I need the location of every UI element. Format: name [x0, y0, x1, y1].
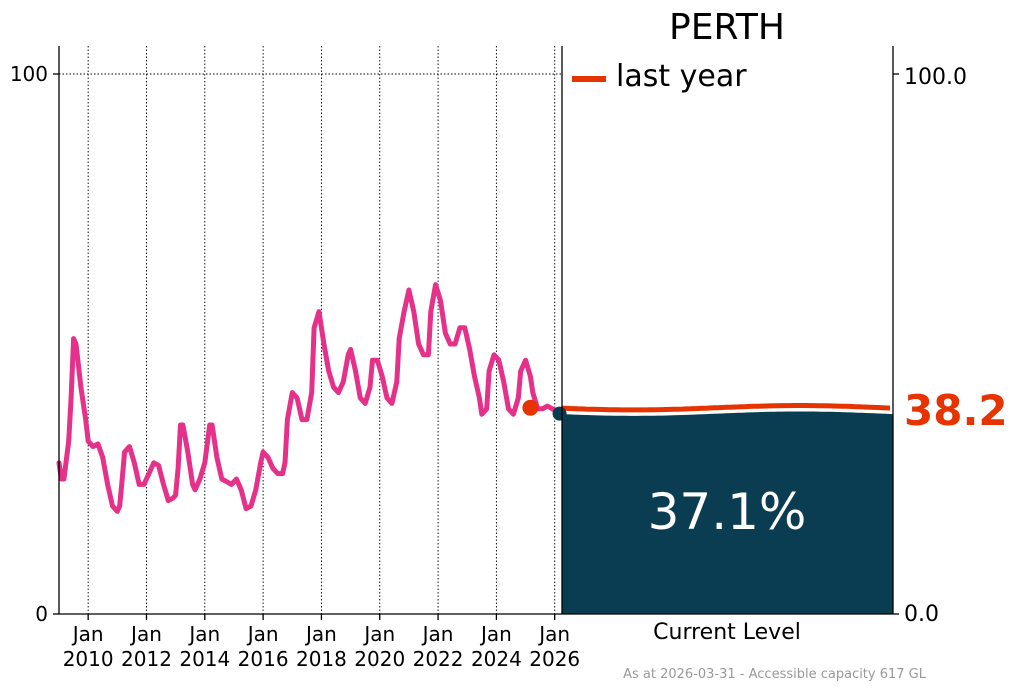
x-tick-label-6-line2: 2022 [413, 647, 464, 671]
gauge-xlabel: Current Level [653, 620, 801, 645]
last-year-level-line [561, 403, 891, 413]
x-tick-label-1-line2: 2012 [121, 647, 172, 671]
last-year-value-label: 38.2 [904, 386, 1008, 435]
x-tick-label-5-line2: 2020 [354, 647, 405, 671]
gridlines [59, 46, 562, 614]
right-y-tick-label-0: 0.0 [904, 602, 939, 627]
x-tick-label-2-line2: 2014 [179, 647, 230, 671]
last-year-marker [522, 399, 539, 416]
x-tick-label-7-line1: Jan [479, 622, 512, 646]
x-tick-label-0-line2: 2010 [63, 647, 114, 671]
current-level-percent: 37.1% [648, 483, 807, 541]
x-tick-label-4-line1: Jan [304, 622, 337, 646]
x-tick-label-8-line1: Jan [537, 622, 570, 646]
x-tick-label-0-line1: Jan [71, 622, 104, 646]
legend-label-last-year: last year [616, 59, 747, 94]
current-marker [552, 406, 567, 421]
x-tick-label-5-line1: Jan [362, 622, 395, 646]
y-tick-label-0: 0 [35, 602, 48, 626]
x-tick-label-3-line2: 2016 [238, 647, 289, 671]
x-tick-label-3-line1: Jan [246, 622, 279, 646]
x-tick-label-2-line1: Jan [187, 622, 220, 646]
right-y-tick-label-100: 100.0 [904, 65, 967, 90]
x-tick-label-6-line1: Jan [421, 622, 454, 646]
x-ticks: Jan2010Jan2012Jan2014Jan2016Jan2018Jan20… [63, 614, 580, 671]
current-level-fill [562, 411, 893, 614]
chart-title: PERTH [669, 7, 785, 48]
x-tick-label-4-line2: 2018 [296, 647, 347, 671]
storage-series-line [56, 282, 563, 514]
x-tick-label-1-line1: Jan [129, 622, 162, 646]
x-tick-label-7-line2: 2024 [471, 647, 522, 671]
x-tick-label-8-line2: 2026 [529, 647, 580, 671]
y-tick-label-100: 100 [10, 62, 48, 86]
footer-note: As at 2026-03-31 - Accessible capacity 6… [623, 667, 927, 682]
